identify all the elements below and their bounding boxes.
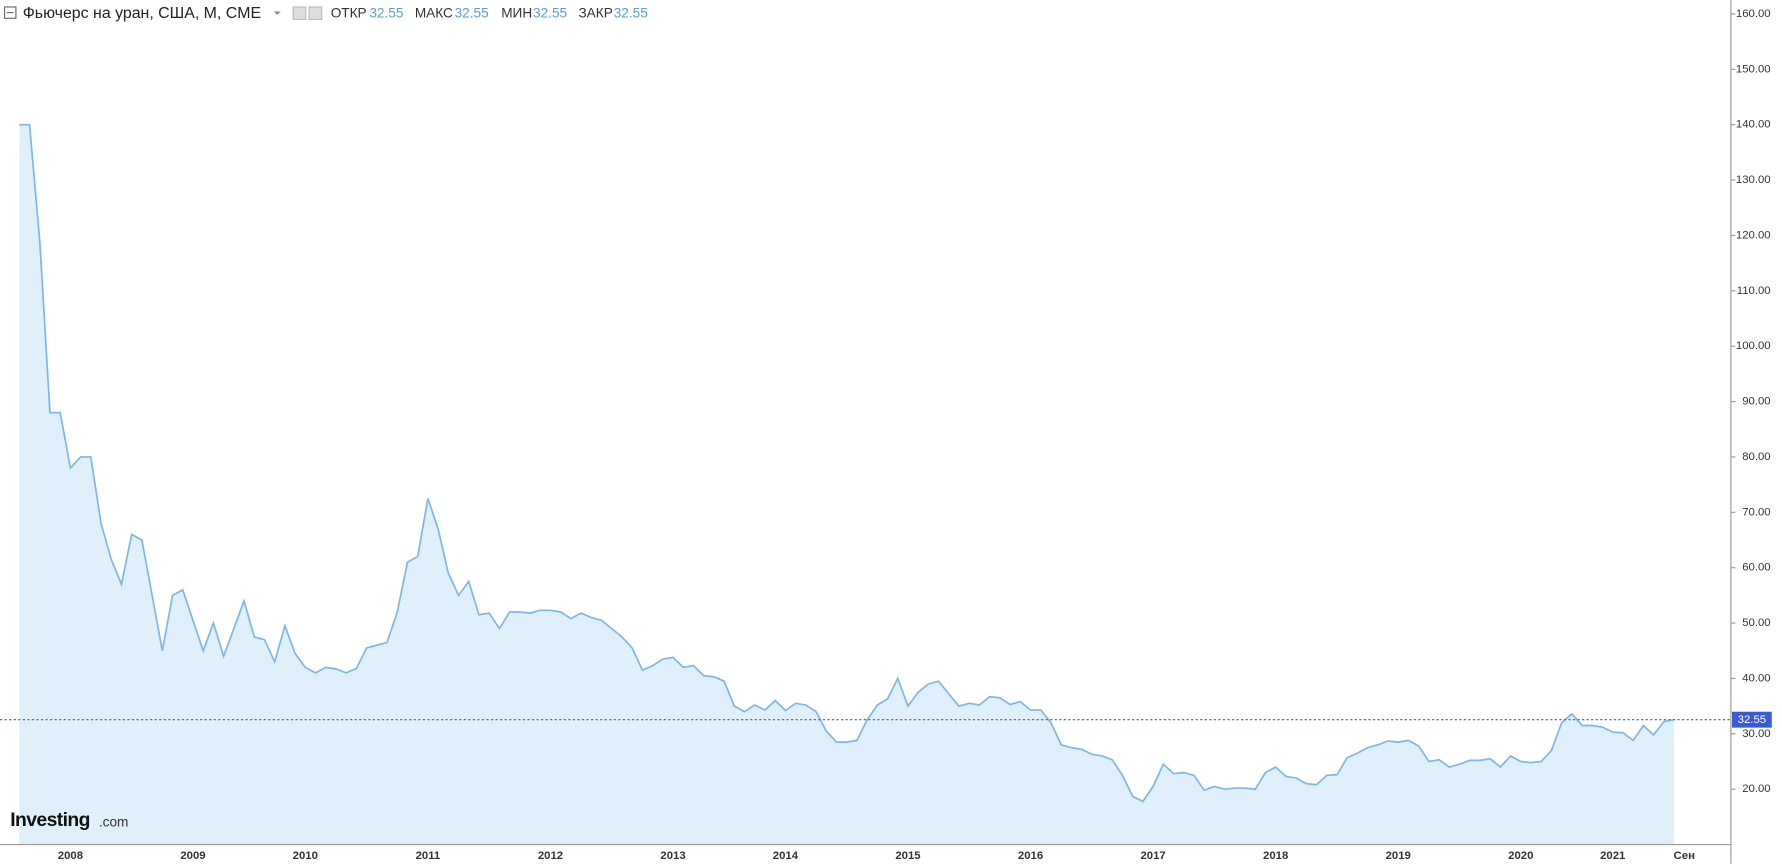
logo-brand: Investing: [10, 810, 90, 831]
collapse-button[interactable]: [3, 6, 17, 19]
x-tick-label: 2011: [416, 850, 441, 862]
y-tick-label: 100.00: [1736, 340, 1771, 352]
y-tick-label: 40.00: [1742, 672, 1770, 684]
logo-suffix: .com: [99, 815, 129, 830]
dropdown-arrow[interactable]: [273, 11, 281, 15]
y-tick-label: 160.00: [1736, 8, 1771, 20]
x-tick-label: 2013: [660, 850, 685, 862]
y-tick-label: 60.00: [1742, 562, 1770, 574]
x-tick-label: 2019: [1386, 850, 1411, 862]
y-tick-label: 70.00: [1742, 506, 1770, 518]
x-tick-label: 2016: [1018, 850, 1043, 862]
settings-icon[interactable]: [292, 6, 307, 21]
ohlc-label: МИН: [501, 5, 532, 20]
x-tick-label: Сен: [1674, 850, 1696, 862]
y-tick-label: 80.00: [1742, 451, 1770, 463]
x-tick-label: 2015: [895, 850, 920, 862]
x-tick-label: 2009: [180, 850, 205, 862]
y-tick-label: 50.00: [1742, 617, 1770, 629]
ohlc-value: 32.55: [369, 5, 403, 20]
x-tick-label: 2017: [1140, 850, 1165, 862]
chart-title: Фьючерс на уран, США, М, CME: [23, 5, 261, 22]
ohlc-value: 32.55: [614, 5, 648, 20]
y-tick-label: 90.00: [1742, 396, 1770, 408]
ohlc-value: 32.55: [455, 5, 489, 20]
plot-area: [19, 123, 1675, 845]
x-tick-label: 2018: [1263, 850, 1288, 862]
x-tick-label: 2010: [293, 850, 318, 862]
area: [19, 124, 1675, 845]
ohlc-label: ОТКР: [331, 5, 367, 20]
line: [19, 123, 1675, 803]
y-tick-label: 30.00: [1742, 728, 1770, 740]
y-tick-label: 120.00: [1736, 229, 1771, 241]
y-tick-label: 130.00: [1736, 174, 1771, 186]
y-tick-label: 140.00: [1736, 119, 1771, 131]
ohlc-label: МАКС: [415, 5, 453, 20]
y-tick-label: 150.00: [1736, 63, 1771, 75]
ohlc-value: 32.55: [533, 5, 567, 20]
x-tick-label: 2008: [58, 850, 83, 862]
last-price-box: [1731, 711, 1772, 728]
x-tick-label: 2012: [538, 850, 563, 862]
x-tick-label: 2021: [1600, 850, 1625, 862]
x-tick-label: 2020: [1508, 850, 1533, 862]
y-tick-label: 20.00: [1742, 783, 1770, 795]
x-tick-label: 2014: [773, 850, 799, 862]
ohlc-label: ЗАКР: [578, 5, 612, 20]
settings-icon[interactable]: [308, 6, 323, 21]
y-tick-label: 110.00: [1737, 285, 1771, 297]
last-price-label: 32.55: [1738, 714, 1766, 726]
